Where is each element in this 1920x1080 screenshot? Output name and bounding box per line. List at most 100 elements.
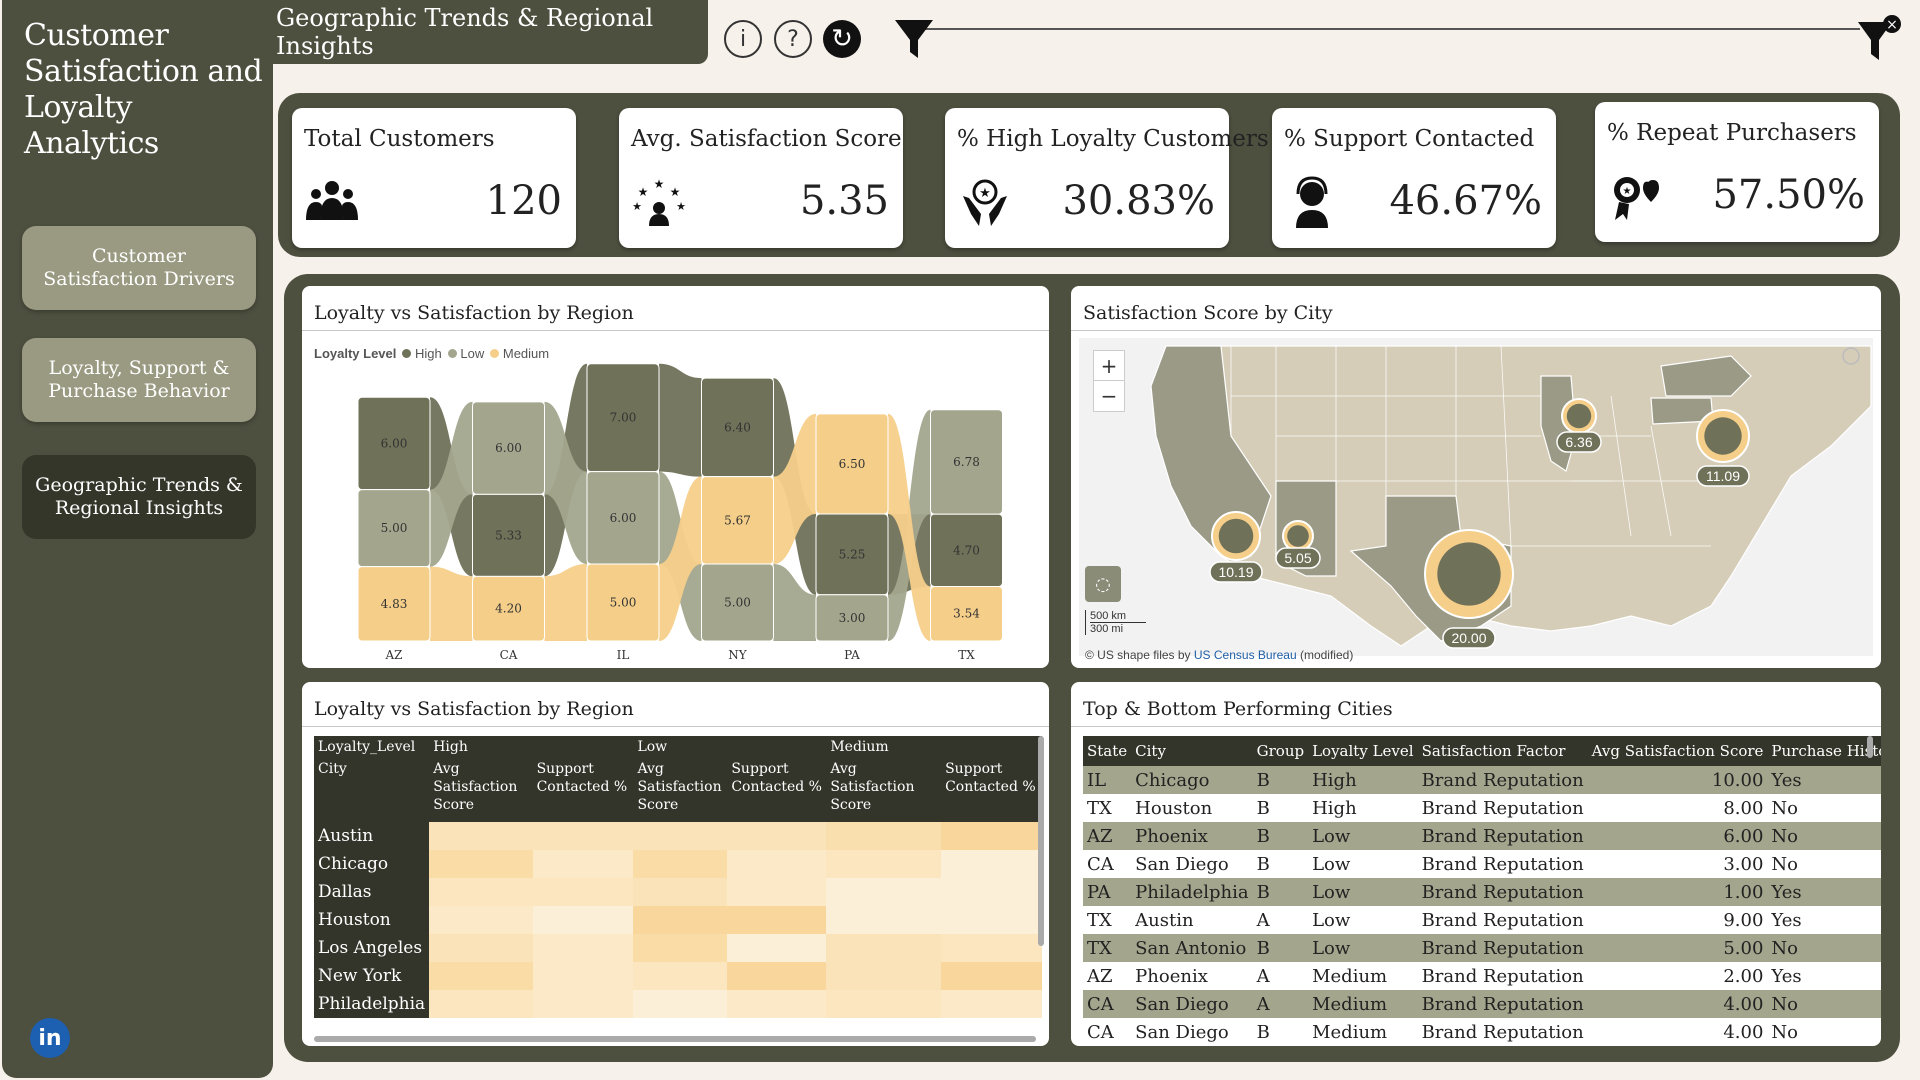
- matrix-group-medium[interactable]: Medium: [826, 736, 1042, 758]
- nav-loyalty-support-purchase[interactable]: Loyalty, Support & Purchase Behavior: [22, 338, 256, 422]
- info-icon[interactable]: i: [724, 20, 762, 58]
- matrix-cell[interactable]: [941, 934, 1042, 962]
- matrix-cell[interactable]: [633, 822, 728, 850]
- column-header[interactable]: Avg Satisfaction Score: [1587, 736, 1768, 766]
- column-header[interactable]: City: [1131, 736, 1253, 766]
- bar-segment-medium[interactable]: [815, 413, 889, 515]
- matrix-cell[interactable]: [941, 822, 1042, 850]
- matrix-cell[interactable]: [532, 934, 634, 962]
- us-map[interactable]: [1071, 286, 1881, 668]
- matrix-scrollbar[interactable]: [1038, 736, 1044, 946]
- matrix-cell[interactable]: [429, 850, 533, 878]
- column-header[interactable]: Loyalty Level: [1308, 736, 1418, 766]
- state-az[interactable]: [1275, 480, 1337, 577]
- ribbon-medium[interactable]: [430, 566, 473, 641]
- matrix-cell[interactable]: [429, 962, 533, 990]
- bar-segment-medium[interactable]: [701, 476, 774, 565]
- column-header[interactable]: State: [1083, 736, 1132, 766]
- zoom-in-button[interactable]: +: [1094, 351, 1124, 381]
- matrix-cell[interactable]: [826, 962, 942, 990]
- matrix-group-low[interactable]: Low: [633, 736, 827, 758]
- matrix-cell[interactable]: [941, 990, 1042, 1018]
- table-row[interactable]: TX Houston B High Brand Reputation 8.00 No: [1083, 794, 1881, 822]
- matrix-cell[interactable]: [727, 934, 827, 962]
- nav-geographic-trends[interactable]: Geographic Trends & Regional Insights: [22, 455, 256, 539]
- table-scrollbar[interactable]: [1867, 736, 1873, 758]
- matrix-row[interactable]: Austin: [314, 822, 1042, 850]
- table-row[interactable]: CA San Diego B Low Brand Reputation 3.00 No: [1083, 850, 1881, 878]
- matrix-cell[interactable]: [532, 850, 634, 878]
- bar-segment-medium[interactable]: [472, 575, 545, 642]
- table-row[interactable]: CA San Diego A Medium Brand Reputation 4.00 No: [1083, 990, 1881, 1018]
- matrix-cell[interactable]: [826, 934, 942, 962]
- table-row[interactable]: PA Philadelphia B Low Brand Reputation 1.00 Ye…: [1083, 878, 1881, 906]
- table-row[interactable]: AZ Phoenix A Medium Brand Reputation 2.00 Yes: [1083, 962, 1881, 990]
- bar-segment-medium[interactable]: [586, 563, 660, 642]
- map-settings-icon[interactable]: [1842, 347, 1860, 365]
- matrix-cell[interactable]: [429, 990, 533, 1018]
- matrix-cell[interactable]: [532, 822, 634, 850]
- legend-item-high[interactable]: High: [402, 346, 442, 361]
- bar-segment-low[interactable]: [472, 401, 545, 495]
- matrix-cell[interactable]: [429, 906, 533, 934]
- matrix-subheader[interactable]: Avg Satisfaction Score: [429, 758, 533, 822]
- attribution-link[interactable]: US Census Bureau: [1193, 648, 1297, 662]
- filter-icon[interactable]: [893, 18, 935, 62]
- matrix-group-high[interactable]: High: [429, 736, 634, 758]
- ribbon-low[interactable]: [430, 401, 473, 567]
- ribbon-medium[interactable]: [544, 564, 588, 641]
- matrix-cell[interactable]: [826, 878, 942, 906]
- matrix-subheader[interactable]: Avg Satisfaction Score: [826, 758, 942, 822]
- matrix-subheader[interactable]: Support Contacted %: [727, 758, 827, 822]
- ribbon-medium[interactable]: [659, 476, 702, 641]
- ribbon-low[interactable]: [544, 401, 588, 564]
- matrix-cell[interactable]: [727, 962, 827, 990]
- matrix-cell[interactable]: [826, 850, 942, 878]
- state-ny[interactable]: [1660, 355, 1752, 397]
- matrix-cell[interactable]: [633, 906, 728, 934]
- zoom-out-button[interactable]: −: [1100, 384, 1118, 408]
- matrix-row[interactable]: Dallas: [314, 878, 1042, 906]
- bar-segment-low[interactable]: [930, 409, 1003, 515]
- ribbon-high[interactable]: [659, 363, 702, 477]
- table-row[interactable]: AZ Phoenix B Low Brand Reputation 6.00 No: [1083, 822, 1881, 850]
- matrix-cell[interactable]: [727, 822, 827, 850]
- matrix-cell[interactable]: [429, 934, 533, 962]
- clear-filter-icon[interactable]: ×: [1856, 14, 1902, 66]
- matrix-cell[interactable]: [941, 906, 1042, 934]
- matrix-subheader[interactable]: Avg Satisfaction Score: [633, 758, 728, 822]
- column-header[interactable]: Group: [1252, 736, 1309, 766]
- matrix-cell[interactable]: [727, 990, 827, 1018]
- matrix-cell[interactable]: [532, 906, 634, 934]
- ribbon-medium[interactable]: [773, 413, 817, 564]
- matrix-cell[interactable]: [826, 906, 942, 934]
- linkedin-icon[interactable]: in: [30, 1018, 70, 1058]
- bar-segment-low[interactable]: [815, 594, 889, 642]
- matrix-cell[interactable]: [941, 878, 1042, 906]
- matrix-cell[interactable]: [633, 990, 728, 1018]
- refresh-icon[interactable]: ↻: [823, 20, 861, 58]
- matrix-row[interactable]: Houston: [314, 906, 1042, 934]
- matrix-cell[interactable]: [532, 878, 634, 906]
- legend-item-medium[interactable]: Medium: [490, 346, 549, 361]
- filter-slider-track[interactable]: [920, 28, 1860, 30]
- matrix-row[interactable]: Los Angeles: [314, 934, 1042, 962]
- ribbon-low[interactable]: [773, 564, 817, 641]
- matrix-cell[interactable]: [633, 962, 728, 990]
- matrix-cell[interactable]: [826, 990, 942, 1018]
- legend-item-low[interactable]: Low: [447, 346, 484, 361]
- matrix-cell[interactable]: [727, 878, 827, 906]
- matrix-cell[interactable]: [633, 850, 728, 878]
- column-header[interactable]: Satisfaction Factor: [1417, 736, 1588, 766]
- matrix-cell[interactable]: [429, 822, 533, 850]
- column-header[interactable]: Purchase History: [1767, 736, 1881, 766]
- matrix-row[interactable]: Philadelphia: [314, 990, 1042, 1018]
- matrix-h-scrollbar[interactable]: [314, 1036, 1036, 1042]
- nav-customer-satisfaction-drivers[interactable]: Customer Satisfaction Drivers: [22, 226, 256, 310]
- matrix-cell[interactable]: [429, 878, 533, 906]
- state-pa[interactable]: [1650, 397, 1714, 425]
- help-icon[interactable]: ?: [774, 20, 812, 58]
- table-row[interactable]: IL Chicago B High Brand Reputation 10.00 Yes: [1083, 766, 1881, 794]
- matrix-cell[interactable]: [727, 850, 827, 878]
- matrix-subheader[interactable]: Support Contacted %: [941, 758, 1042, 822]
